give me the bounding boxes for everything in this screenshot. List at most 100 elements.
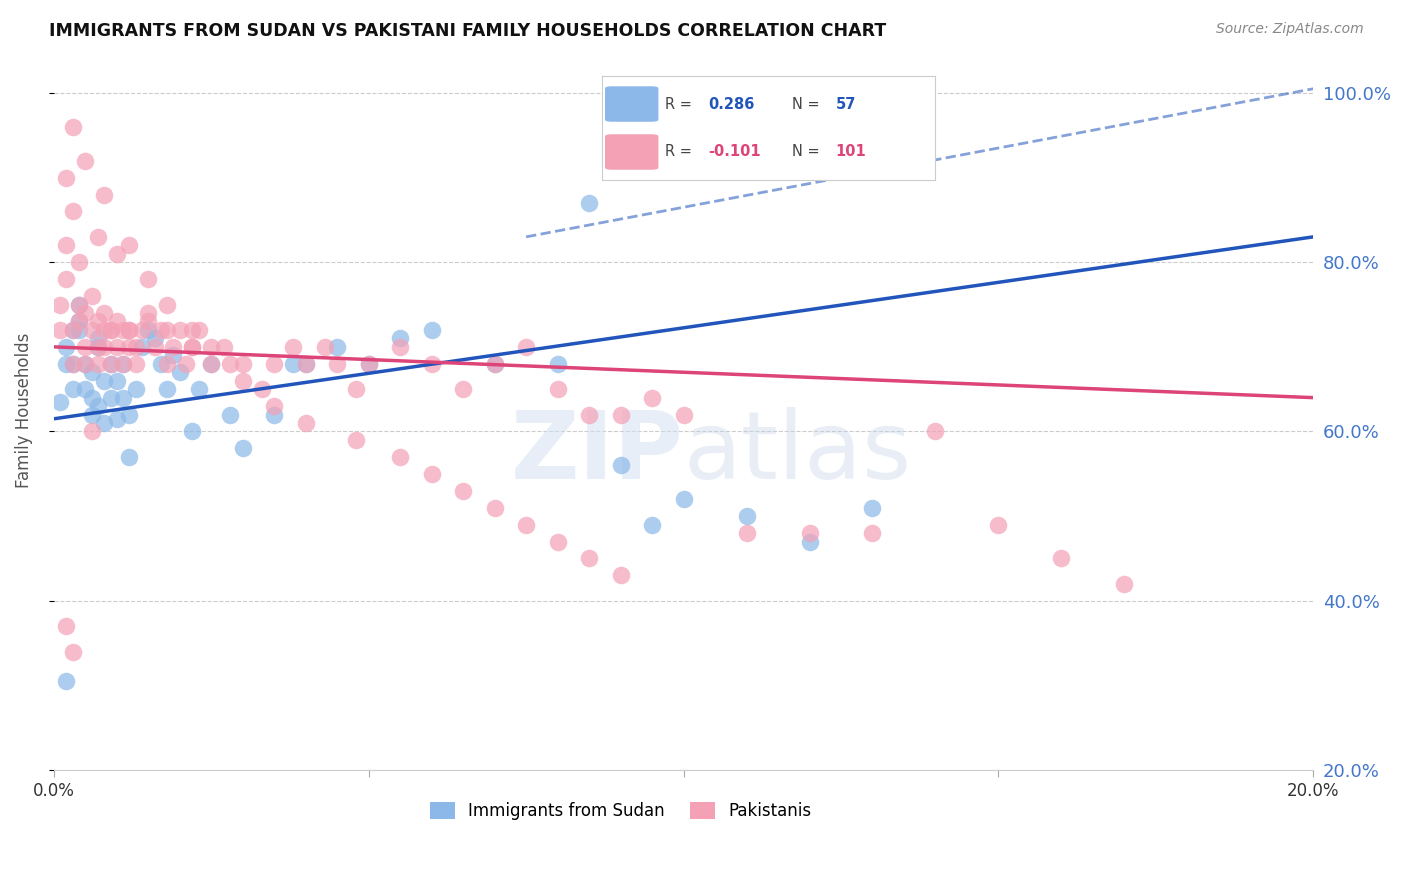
Point [93, 323, 115, 337]
Point [100, 323, 122, 337]
Point [420, 467, 443, 481]
Point [118, 340, 141, 354]
Point [326, 357, 349, 371]
Point [200, 357, 222, 371]
Point [62, 357, 84, 371]
Point [799, 526, 821, 541]
Point [547, 534, 569, 549]
Point [55, 674, 77, 689]
Point [87, 331, 110, 345]
Point [156, 323, 179, 337]
Point [62, 204, 84, 219]
Point [181, 340, 204, 354]
Point [100, 357, 122, 371]
Point [344, 433, 367, 447]
Point [87, 399, 110, 413]
Point [862, 526, 884, 541]
Point [641, 517, 664, 532]
Point [80, 391, 103, 405]
Text: IMMIGRANTS FROM SUDAN VS PAKISTANI FAMILY HOUSEHOLDS CORRELATION CHART: IMMIGRANTS FROM SUDAN VS PAKISTANI FAMIL… [49, 22, 886, 40]
Point [281, 357, 304, 371]
Point [93, 187, 115, 202]
Point [578, 408, 600, 422]
Point [87, 314, 110, 328]
Point [344, 382, 367, 396]
Point [232, 374, 254, 388]
Point [118, 323, 141, 337]
Point [143, 340, 166, 354]
Point [75, 357, 97, 371]
Point [75, 357, 97, 371]
Point [67, 297, 90, 311]
Point [232, 442, 254, 456]
Point [357, 357, 380, 371]
Point [515, 517, 537, 532]
Point [105, 374, 128, 388]
Point [294, 357, 316, 371]
Point [219, 357, 242, 371]
Point [200, 340, 222, 354]
Point [118, 408, 141, 422]
Point [75, 153, 97, 168]
Text: atlas: atlas [683, 408, 912, 500]
Point [263, 357, 285, 371]
Point [263, 408, 285, 422]
Point [181, 425, 204, 439]
Point [55, 238, 77, 252]
Point [924, 425, 946, 439]
Point [484, 357, 506, 371]
Point [55, 272, 77, 286]
Point [862, 500, 884, 515]
Point [294, 357, 316, 371]
Point [105, 412, 128, 426]
Point [136, 272, 159, 286]
Point [162, 348, 184, 362]
Point [105, 314, 128, 328]
Point [75, 340, 97, 354]
Point [156, 357, 179, 371]
Point [55, 619, 77, 633]
Point [314, 340, 336, 354]
Point [169, 323, 191, 337]
Point [609, 568, 631, 582]
Point [131, 323, 153, 337]
Point [93, 306, 115, 320]
Point [112, 357, 135, 371]
Point [87, 357, 110, 371]
Point [87, 230, 110, 244]
Point [578, 551, 600, 566]
Point [149, 323, 172, 337]
Point [112, 357, 135, 371]
Point [105, 247, 128, 261]
Point [1114, 577, 1136, 591]
Point [100, 391, 122, 405]
Text: Source: ZipAtlas.com: Source: ZipAtlas.com [1216, 22, 1364, 37]
Point [49, 323, 72, 337]
Point [212, 340, 235, 354]
Point [80, 289, 103, 303]
Point [80, 408, 103, 422]
Point [136, 306, 159, 320]
Point [49, 395, 72, 409]
Point [641, 391, 664, 405]
Point [420, 323, 443, 337]
Point [112, 391, 135, 405]
Point [93, 416, 115, 430]
Point [232, 357, 254, 371]
Point [609, 408, 631, 422]
Point [100, 323, 122, 337]
Point [294, 416, 316, 430]
Point [547, 357, 569, 371]
Point [105, 340, 128, 354]
Point [62, 644, 84, 658]
Legend: Immigrants from Sudan, Pakistanis: Immigrants from Sudan, Pakistanis [423, 795, 818, 826]
Point [87, 340, 110, 354]
Point [62, 357, 84, 371]
Point [174, 357, 197, 371]
Point [156, 382, 179, 396]
Point [67, 314, 90, 328]
Point [136, 323, 159, 337]
Point [75, 382, 97, 396]
Point [263, 399, 285, 413]
Point [451, 382, 474, 396]
